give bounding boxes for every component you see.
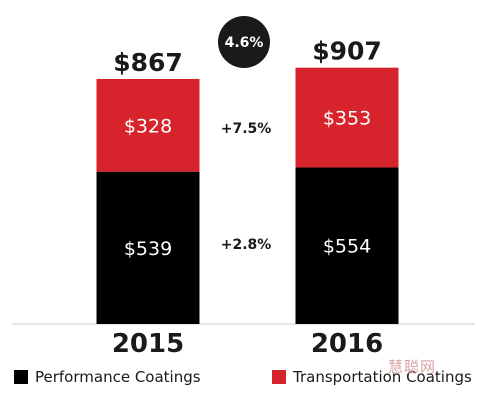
overall-growth-label: 4.6% (225, 35, 264, 51)
data-label-transportation-2016: $353 (323, 108, 371, 130)
legend-swatch-performance (14, 370, 28, 384)
data-label-performance-2016: $554 (323, 236, 371, 258)
bar-performance-2015 (96, 171, 200, 324)
legend-item-transportation: Transportation Coatings (272, 368, 472, 386)
legend-label-performance: Performance Coatings (35, 368, 201, 386)
bar-transportation-2016 (295, 67, 399, 168)
overall-growth-badge (218, 16, 270, 68)
legend-swatch-transportation (272, 370, 286, 384)
legend-item-performance: Performance Coatings (14, 368, 201, 386)
total-label-2015: $867 (113, 48, 183, 77)
watermark-text: 慧聪网 (388, 358, 437, 376)
legend-label-transportation: Transportation Coatings (293, 368, 472, 386)
x-tick-2016: 2016 (311, 329, 383, 359)
bar-performance-2016 (295, 167, 399, 324)
data-label-performance-2015: $539 (124, 238, 172, 260)
growth-label-transportation: +7.5% (221, 121, 272, 137)
total-label-2016: $907 (312, 37, 382, 66)
x-tick-2015: 2015 (112, 329, 184, 359)
bar-transportation-2015 (96, 78, 200, 172)
watermark-logo: 慧聪网 (388, 356, 436, 377)
growth-label-performance: +2.8% (221, 237, 272, 253)
data-label-transportation-2015: $328 (124, 115, 172, 137)
